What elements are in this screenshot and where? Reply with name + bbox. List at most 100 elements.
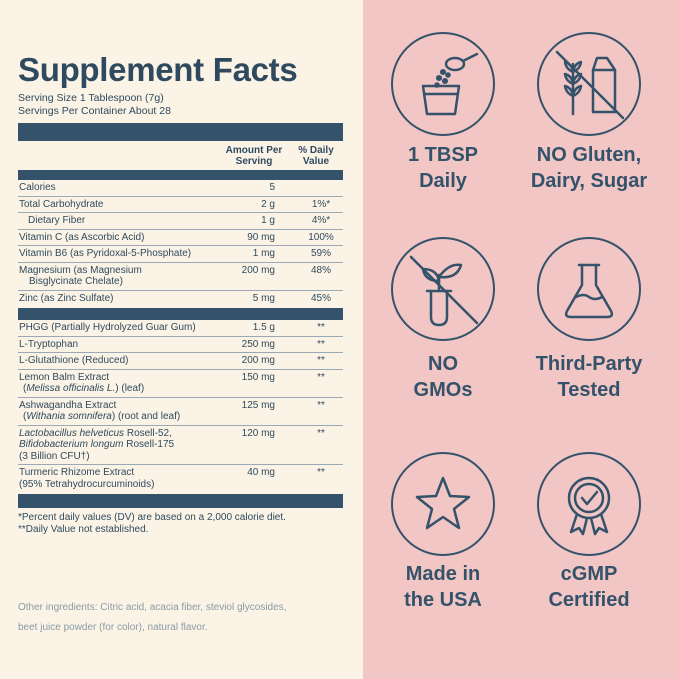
ingredient-row: Lemon Balm Extract (Melissa officinalis L… [18, 370, 343, 398]
footnote-dv: *Percent daily values (DV) are based on … [18, 512, 286, 523]
ingredient-name: PHGG (Partially Hydrolyzed Guar Gum) [19, 322, 196, 333]
badge-label-1: 1 TBSP Daily [368, 142, 518, 194]
wheat-milk-icon [537, 32, 641, 136]
amount-header-2: Serving [235, 156, 273, 167]
badge-5-line2: the USA [404, 589, 482, 611]
nutrient-amount: 1 mg [252, 248, 275, 259]
ingredient-amount: 150 mg [241, 371, 275, 383]
nutrient-dv [289, 182, 343, 194]
ingredient-amount: 40 mg [247, 467, 275, 478]
nutrient-row: Calories 5 [18, 180, 343, 197]
ingredient-name: L-Glutathione (Reduced) [19, 355, 129, 366]
footnote-not-established: **Daily Value not established. [18, 524, 149, 535]
latin-name: Withania somnifera [26, 411, 112, 422]
ingredient-dv: ** [317, 371, 325, 383]
facts-title: Supplement Facts [18, 51, 298, 88]
ingredient-dv: ** [317, 399, 325, 411]
badge-3-line1: NO [428, 353, 458, 375]
ingredient-name: L-Tryptophan [19, 338, 79, 350]
nutrient-dv: 45% [310, 292, 331, 304]
badge-6-line1: cGMP [560, 563, 618, 585]
ingredient-dv: ** [317, 322, 325, 333]
facts-table: Supplement Facts Serving Size 1 Tablespo… [18, 50, 343, 536]
ingredient-name: Turmeric Rhizome Extract (95% Tetrahydroc… [18, 467, 219, 490]
badge-label-4: Third-Party Tested [514, 351, 664, 403]
header-bar [18, 123, 343, 141]
star-icon [391, 452, 495, 556]
nutrient-dv: 59% [310, 248, 331, 259]
badge-label-2: NO Gluten, Dairy, Sugar [514, 142, 664, 194]
serving-size: Serving Size 1 Tablespoon (7g) [18, 92, 164, 104]
strain-1: Rosell-52, [124, 427, 172, 439]
probiotic-2: Bifidobacterium longum [19, 439, 124, 450]
other-ingredients: Other ingredients: Citric acid, acacia f… [18, 598, 343, 638]
servings-per-container: Servings Per Container About 28 [18, 105, 171, 117]
ingredient-amount: 200 mg [241, 355, 275, 366]
divider-bar [18, 170, 343, 180]
nutrient-amount: 90 mg [247, 231, 275, 243]
ingredient-dv: ** [317, 467, 325, 478]
other-ingredients-line2: beet juice powder (for color), natural f… [18, 622, 208, 633]
nutrient-amount: 5 [269, 182, 275, 193]
dv-header-1: % Daily [298, 145, 334, 156]
ingredient-row: L-Glutathione (Reduced) 200 mg ** [18, 353, 343, 370]
other-ingredients-line1: Other ingredients: Citric acid, acacia f… [18, 602, 287, 613]
badge-1-line2: Daily [419, 170, 467, 192]
nutrient-name: Calories [19, 182, 56, 193]
ingredient-name-line1: Turmeric Rhizome Extract [19, 467, 135, 478]
nutrient-amount: 2 g [261, 198, 275, 210]
plant-testtube-icon [391, 237, 495, 341]
ingredient-dv: ** [317, 355, 325, 366]
ingredient-amount: 125 mg [241, 399, 275, 411]
nutrient-row: Magnesium (as Magnesium Bisglycinate Chel… [18, 263, 343, 291]
ingredient-dv: ** [317, 427, 325, 439]
nutrient-name: Vitamin C (as Ascorbic Acid) [19, 231, 145, 243]
ingredient-name-line1: Lemon Balm Extract [19, 371, 110, 383]
badge-4-line2: Tested [557, 379, 621, 401]
badges-panel: 1 TBSP Daily NO Gluten, Dairy, Sugar [363, 0, 679, 679]
nutrient-row: Zinc (as Zinc Sulfate) 5 mg 45% [18, 291, 343, 307]
supplement-facts-panel: Supplement Facts Serving Size 1 Tablespo… [18, 50, 343, 638]
badge-1-line1: 1 TBSP [407, 144, 479, 166]
nutrient-dv: 100% [308, 231, 334, 243]
ingredient-dv: ** [317, 338, 325, 350]
strain-2: Rosell-175 [123, 439, 175, 450]
badge-6-line2: Certified [548, 589, 630, 611]
nutrient-name-line1: Magnesium (as Magnesium [19, 264, 142, 276]
ingredient-amount: 120 mg [241, 427, 275, 439]
badge-2-line2: Dairy, Sugar [530, 170, 648, 192]
column-header: Amount Per Serving % Daily Value [18, 141, 343, 170]
plant-part: ) (root and leaf) [111, 411, 181, 422]
amount-header-1: Amount Per [225, 145, 283, 156]
badge-4-line1: Third-Party [535, 353, 643, 375]
nutrient-amount: 200 mg [241, 264, 275, 276]
badge-3-line2: GMOs [413, 379, 473, 401]
dv-header-2: Value [302, 156, 330, 167]
nutrient-name: Zinc (as Zinc Sulfate) [19, 292, 114, 304]
nutrient-name: Total Carbohydrate [19, 198, 104, 210]
ingredient-name: Ashwagandha Extract (Withania somnifera) … [18, 400, 219, 423]
ingredient-amount: 250 mg [241, 338, 275, 350]
nutrient-row: Dietary Fiber 1 g 4%* [18, 213, 343, 230]
plant-part: ) (leaf) [115, 383, 145, 394]
badge-label-5: Made in the USA [368, 561, 518, 613]
badge-2-line1: NO Gluten, [536, 144, 642, 166]
badge-5-line1: Made in [405, 563, 481, 585]
check-seal-icon [537, 452, 641, 556]
ingredient-row: Turmeric Rhizome Extract (95% Tetrahydroc… [18, 465, 343, 492]
badge-label-3: NO GMOs [368, 351, 518, 403]
paren-open: ( [23, 383, 27, 394]
nutrient-dv: 4%* [311, 215, 331, 226]
ingredient-amount: 1.5 g [252, 322, 275, 333]
badge-label-6: cGMP Certified [514, 561, 664, 613]
latin-name: Melissa officinalis L. [26, 383, 116, 394]
nutrient-name: Vitamin B6 (as Pyridoxal-5-Phosphate) [19, 248, 192, 259]
spoon-cup-icon [391, 32, 495, 136]
section-divider-bar [18, 308, 343, 320]
ingredient-row: Ashwagandha Extract (Withania somnifera) … [18, 398, 343, 426]
nutrient-dv: 1%* [311, 198, 331, 210]
nutrient-name: Dietary Fiber [28, 215, 86, 226]
nutrient-amount: 5 mg [252, 292, 275, 304]
nutrient-row: Vitamin B6 (as Pyridoxal-5-Phosphate) 1 … [18, 246, 343, 263]
ingredient-row: L-Tryptophan 250 mg ** [18, 337, 343, 353]
